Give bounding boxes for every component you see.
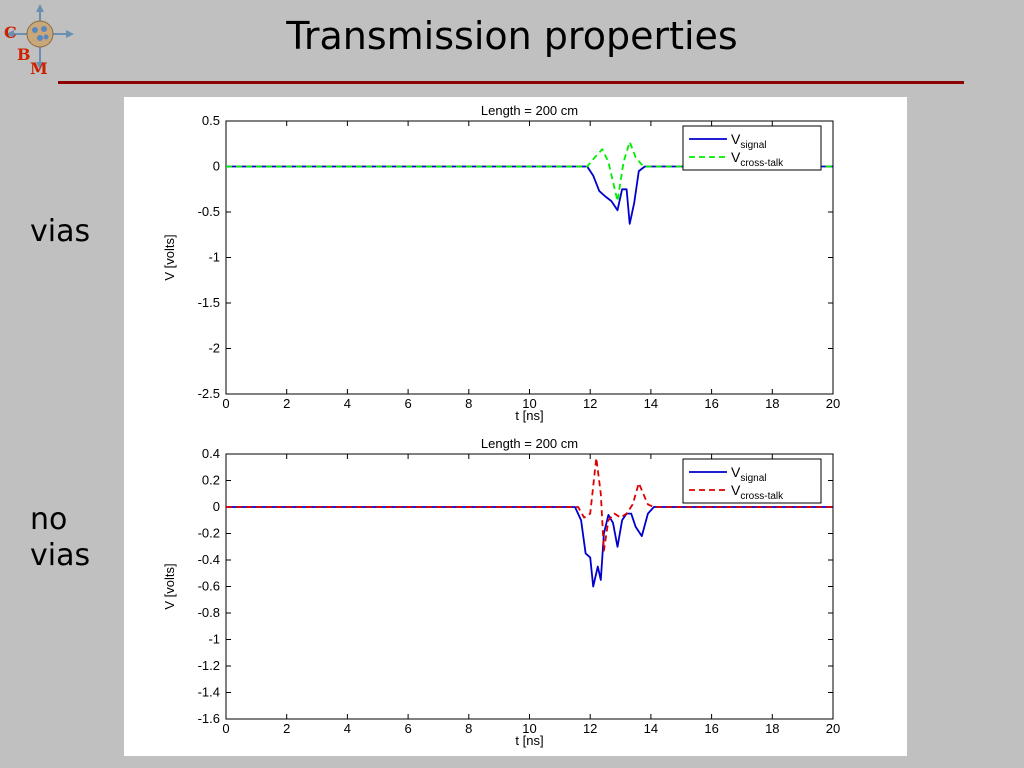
legend-subscript: cross-talk bbox=[740, 491, 784, 502]
y-tick-label: -2 bbox=[208, 341, 220, 356]
x-axis-label: t [ns] bbox=[515, 733, 543, 748]
y-tick-label: -0.4 bbox=[198, 552, 220, 567]
x-tick-label: 10 bbox=[522, 721, 536, 736]
label-vias: vias bbox=[30, 214, 91, 249]
x-tick-label: 12 bbox=[583, 396, 597, 411]
x-tick-label: 2 bbox=[283, 396, 290, 411]
x-tick-label: 20 bbox=[826, 396, 840, 411]
legend-box bbox=[682, 458, 822, 504]
y-tick-label: 0.2 bbox=[202, 473, 220, 488]
chart-title: Length = 200 cm bbox=[481, 103, 578, 118]
x-tick-label: 8 bbox=[465, 721, 472, 736]
x-tick-label: 10 bbox=[522, 396, 536, 411]
x-tick-label: 16 bbox=[704, 396, 718, 411]
logo-letter-c: C bbox=[4, 23, 17, 42]
x-tick-label: 4 bbox=[344, 721, 351, 736]
y-tick-label: -1.5 bbox=[198, 295, 220, 310]
legend-symbol: V bbox=[731, 464, 741, 480]
label-no-vias: no vias bbox=[30, 502, 91, 573]
x-tick-label: 0 bbox=[222, 721, 229, 736]
y-tick-label: 0 bbox=[213, 159, 220, 174]
y-axis-label: V [volts] bbox=[162, 234, 177, 280]
legend-entry-signal: Vsignal bbox=[731, 131, 766, 151]
legend-entry-cross-talk: Vcross-talk bbox=[731, 482, 784, 502]
legend-subscript: signal bbox=[740, 473, 766, 484]
x-tick-label: 0 bbox=[222, 396, 229, 411]
x-tick-label: 6 bbox=[404, 396, 411, 411]
slide-title: Transmission properties bbox=[286, 14, 738, 58]
x-tick-label: 14 bbox=[644, 721, 658, 736]
x-tick-label: 12 bbox=[583, 721, 597, 736]
series-line-cross-talk bbox=[226, 141, 833, 202]
y-tick-label: -1 bbox=[208, 632, 220, 647]
x-tick-label: 14 bbox=[644, 396, 658, 411]
charts-svg: Length = 200 cm0 2 4 6 8 10 12 14 16 18 200.50-0.5… bbox=[162, 103, 840, 748]
x-axis-label: t [ns] bbox=[515, 408, 543, 423]
legend-entry-signal: Vsignal bbox=[731, 464, 766, 484]
legend-subscript: cross-talk bbox=[740, 158, 784, 169]
series-line-signal bbox=[226, 506, 833, 588]
legend-box bbox=[682, 125, 822, 171]
logo-letter-b: B bbox=[17, 45, 31, 64]
y-tick-label: 0 bbox=[213, 499, 220, 514]
x-tick-label: 8 bbox=[465, 396, 472, 411]
legend-subscript: signal bbox=[740, 140, 766, 151]
y-tick-label: -0.8 bbox=[198, 605, 220, 620]
y-tick-label: -1.4 bbox=[198, 685, 220, 700]
y-tick-label: -0.5 bbox=[198, 204, 220, 219]
y-tick-label: -1.6 bbox=[198, 711, 220, 726]
x-tick-label: 4 bbox=[344, 396, 351, 411]
legend-symbol: V bbox=[731, 482, 741, 498]
y-tick-label: -0.2 bbox=[198, 526, 220, 541]
y-tick-label: -0.6 bbox=[198, 579, 220, 594]
series-line-signal bbox=[226, 165, 833, 225]
cbm-logo: C B M bbox=[4, 4, 74, 78]
chart-2: Length = 200 cm0 2 4 6 8 10 12 14 16 18 200.40.20-… bbox=[162, 436, 840, 748]
y-tick-label: 0.4 bbox=[202, 446, 220, 461]
x-tick-label: 18 bbox=[765, 721, 779, 736]
x-tick-label: 6 bbox=[404, 721, 411, 736]
figure-panel: Length = 200 cm 0 2 4 6 8 10 12 14 16 18 20 0.5 0 -0.5… bbox=[124, 97, 907, 756]
legend-symbol: V bbox=[731, 131, 741, 147]
x-tick-label: 20 bbox=[826, 721, 840, 736]
legend-entry-cross-talk: Vcross-talk bbox=[731, 149, 784, 169]
y-axis-label: V [volts] bbox=[162, 563, 177, 609]
y-tick-label: -2.5 bbox=[198, 386, 220, 401]
y-tick-label: -1 bbox=[208, 250, 220, 265]
x-tick-label: 16 bbox=[704, 721, 718, 736]
y-tick-label: -1.2 bbox=[198, 658, 220, 673]
y-tick-label: 0.5 bbox=[202, 113, 220, 128]
legend-symbol: V bbox=[731, 149, 741, 165]
x-tick-label: 2 bbox=[283, 721, 290, 736]
chart-1: Length = 200 cm 0 2 4 6 8 10 12 14 16 18 20 0.5 0 -0.5… bbox=[162, 103, 840, 423]
title-rule bbox=[58, 81, 964, 84]
chart-title: Length = 200 cm bbox=[481, 436, 578, 451]
x-tick-label: 18 bbox=[765, 396, 779, 411]
series-line-cross-talk bbox=[226, 457, 833, 552]
logo-letter-m: M bbox=[30, 59, 48, 78]
